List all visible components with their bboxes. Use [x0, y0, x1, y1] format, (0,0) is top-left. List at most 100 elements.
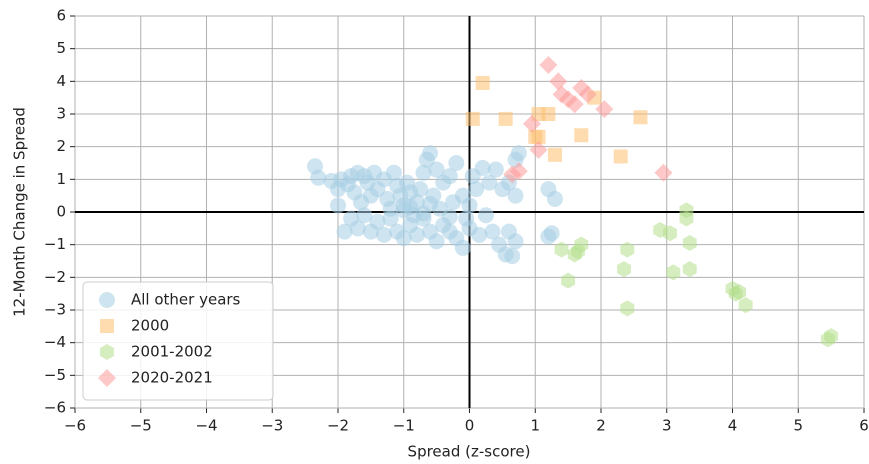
x-tick-label: 5	[793, 417, 803, 435]
point	[504, 248, 521, 265]
point	[824, 328, 839, 345]
point	[732, 284, 747, 301]
point	[448, 155, 465, 171]
y-tick-label: 6	[56, 7, 66, 25]
point	[475, 75, 490, 90]
point	[356, 207, 373, 224]
x-axis-label: Spread (z-score)	[408, 443, 531, 461]
point	[679, 210, 694, 227]
legend-marker	[100, 319, 114, 333]
point	[613, 149, 628, 164]
point	[546, 190, 563, 207]
point	[408, 226, 425, 243]
x-tick-label: 0	[465, 417, 475, 435]
point	[554, 241, 569, 258]
point	[474, 159, 491, 176]
y-tick-label: −5	[44, 366, 66, 384]
point	[620, 300, 635, 317]
x-tick-label: −6	[64, 417, 86, 435]
point	[376, 226, 393, 243]
point	[666, 264, 681, 281]
point	[500, 223, 517, 240]
point	[547, 147, 562, 162]
point	[441, 168, 458, 185]
x-tick-label: −3	[261, 417, 283, 435]
point	[738, 297, 753, 314]
point	[528, 129, 543, 144]
point	[541, 107, 556, 121]
legend-marker	[100, 344, 114, 360]
point	[336, 223, 353, 240]
y-tick-label: 0	[56, 203, 66, 221]
point	[617, 261, 631, 278]
point	[385, 164, 402, 181]
point	[465, 111, 480, 126]
point	[510, 145, 527, 162]
y-tick-label: 4	[56, 72, 66, 90]
point	[543, 225, 560, 242]
x-tick-label: 6	[859, 417, 869, 435]
point	[539, 56, 558, 74]
point	[468, 181, 485, 198]
point	[402, 199, 419, 216]
y-tick-label: −3	[44, 301, 66, 319]
y-tick-label: −4	[44, 333, 66, 351]
y-axis-label: 12-Month Change in Spread	[11, 107, 29, 317]
point	[549, 72, 568, 91]
y-tick-label: 5	[56, 39, 66, 57]
x-tick-label: 1	[530, 417, 540, 435]
point	[412, 181, 429, 198]
point	[620, 241, 635, 258]
point	[561, 272, 576, 289]
point	[565, 95, 584, 114]
point	[428, 161, 445, 178]
point	[654, 163, 673, 182]
point	[633, 110, 648, 125]
y-tick-label: −2	[44, 268, 66, 286]
point	[578, 85, 597, 104]
point	[484, 223, 501, 240]
point	[310, 169, 327, 186]
x-tick-label: −2	[327, 417, 349, 435]
point	[454, 239, 471, 256]
point	[682, 235, 697, 252]
point	[595, 100, 614, 119]
legend-label: 2000	[131, 317, 169, 335]
point	[415, 164, 432, 181]
point	[522, 114, 541, 133]
y-tick-label: −6	[44, 399, 66, 417]
point	[461, 197, 478, 214]
point	[471, 226, 488, 243]
point	[509, 162, 528, 181]
point	[571, 243, 585, 260]
point	[395, 230, 412, 247]
point	[330, 197, 346, 214]
point	[441, 208, 458, 225]
legend-label: All other years	[131, 291, 241, 309]
point	[487, 161, 504, 178]
x-tick-label: 2	[596, 417, 606, 435]
y-tick-label: 3	[56, 105, 66, 123]
y-tick-label: −1	[44, 235, 66, 253]
point	[382, 200, 399, 217]
legend-marker	[98, 369, 116, 387]
point	[428, 233, 445, 250]
y-tick-label: 1	[56, 170, 66, 188]
y-tick-label: 2	[56, 137, 66, 155]
point	[477, 207, 494, 224]
point	[481, 174, 498, 191]
point	[682, 261, 697, 278]
x-tick-label: −1	[393, 417, 415, 435]
point	[369, 213, 386, 230]
x-tick-label: 3	[662, 417, 672, 435]
x-tick-label: 4	[728, 417, 738, 435]
legend-box	[82, 281, 274, 401]
legend-marker	[99, 292, 115, 308]
point	[349, 220, 366, 237]
point	[574, 128, 589, 143]
point	[663, 225, 677, 242]
point	[529, 140, 548, 159]
x-tick-label: −4	[195, 417, 217, 435]
point	[498, 111, 513, 126]
